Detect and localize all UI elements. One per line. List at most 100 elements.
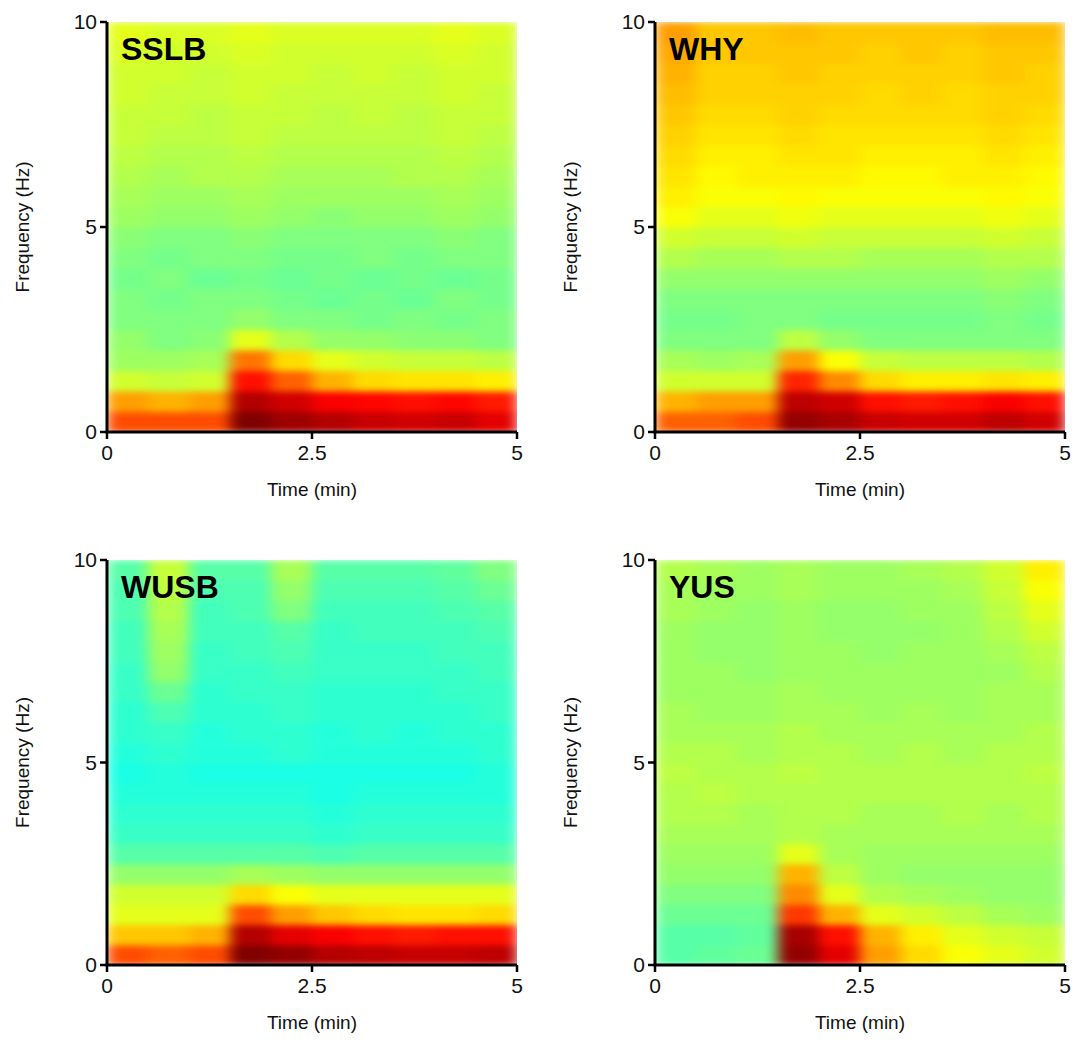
heatmap-cell xyxy=(230,268,272,289)
heatmap-cell xyxy=(901,412,943,433)
heatmap-cell xyxy=(1024,803,1065,824)
heatmap-cell xyxy=(1024,268,1065,289)
heatmap-cell xyxy=(778,904,820,925)
heatmap-cell xyxy=(353,702,395,723)
heatmap-cell xyxy=(148,145,190,166)
heatmap-cell xyxy=(394,904,436,925)
y-tick-label: 10 xyxy=(622,10,645,33)
heatmap-cell xyxy=(901,580,943,601)
heatmap-cell xyxy=(230,641,272,662)
heatmap-cell xyxy=(476,166,517,187)
heatmap-cell xyxy=(942,350,984,371)
heatmap-cell xyxy=(655,783,697,804)
heatmap-cell xyxy=(942,702,984,723)
heatmap-cell xyxy=(148,763,190,784)
heatmap-cell xyxy=(860,248,902,269)
heatmap-cell xyxy=(353,601,395,622)
heatmap-cell xyxy=(1024,783,1065,804)
heatmap-cell xyxy=(737,350,779,371)
heatmap-cell xyxy=(394,207,436,228)
heatmap-cell xyxy=(230,621,272,642)
heatmap-cell xyxy=(435,248,477,269)
heatmap-cell xyxy=(942,661,984,682)
x-tick-label: 5 xyxy=(1059,974,1071,997)
heatmap-cell xyxy=(737,844,779,865)
heatmap-cell xyxy=(353,166,395,187)
panel-title: YUS xyxy=(669,569,735,605)
heatmap-cell xyxy=(271,43,313,64)
heatmap-cell xyxy=(778,43,820,64)
heatmap-cell xyxy=(394,823,436,844)
heatmap-cell xyxy=(983,186,1025,207)
heatmap-cell xyxy=(942,864,984,885)
heatmap-cell xyxy=(860,350,902,371)
heatmap-cell xyxy=(778,350,820,371)
heatmap-cell xyxy=(476,945,517,965)
heatmap-cell xyxy=(819,391,861,412)
heatmap-cell xyxy=(394,84,436,105)
y-tick xyxy=(648,21,655,24)
y-tick xyxy=(648,964,655,967)
x-tick-label: 2.5 xyxy=(845,974,874,997)
heatmap-cell xyxy=(901,925,943,946)
heatmap-cell xyxy=(901,823,943,844)
heatmap-cell xyxy=(476,884,517,905)
heatmap-cell xyxy=(394,391,436,412)
heatmap-cell xyxy=(778,309,820,330)
heatmap-cell xyxy=(230,904,272,925)
heatmap-cell xyxy=(435,763,477,784)
heatmap-cell xyxy=(737,560,779,581)
heatmap-cell xyxy=(1024,289,1065,310)
heatmap-cell xyxy=(696,844,738,865)
heatmap-cell xyxy=(312,763,354,784)
heatmap-cell xyxy=(353,268,395,289)
y-tick xyxy=(648,431,655,434)
heatmap-cell xyxy=(353,350,395,371)
heatmap-cell xyxy=(476,309,517,330)
heatmap-cell xyxy=(189,783,231,804)
heatmap-cell xyxy=(737,84,779,105)
heatmap-cell xyxy=(778,560,820,581)
heatmap-cell xyxy=(778,844,820,865)
heatmap-cell xyxy=(737,925,779,946)
heatmap-cell xyxy=(353,722,395,743)
heatmap-cell xyxy=(148,925,190,946)
heatmap-cell xyxy=(148,412,190,433)
heatmap-cell xyxy=(901,63,943,84)
x-tick-label: 2.5 xyxy=(297,441,326,464)
heatmap-cell xyxy=(230,844,272,865)
heatmap-cell xyxy=(148,783,190,804)
heatmap-cell xyxy=(271,803,313,824)
heatmap-cell xyxy=(230,330,272,351)
x-tick-label: 2.5 xyxy=(845,441,874,464)
heatmap-cell xyxy=(230,412,272,433)
heatmap-cell xyxy=(942,412,984,433)
x-tick-label: 5 xyxy=(511,974,523,997)
y-tick-label: 0 xyxy=(633,953,645,976)
heatmap-cell xyxy=(271,227,313,248)
heatmap-cell xyxy=(107,104,149,125)
heatmap-cell xyxy=(819,803,861,824)
heatmap-cell xyxy=(435,166,477,187)
heatmap-cell xyxy=(353,682,395,703)
heatmap-cell xyxy=(901,22,943,43)
heatmap-cell xyxy=(271,844,313,865)
heatmap-cell xyxy=(737,412,779,433)
heatmap-cell xyxy=(819,945,861,965)
heatmap-cell xyxy=(696,330,738,351)
heatmap-cell xyxy=(230,43,272,64)
heatmap-cell xyxy=(312,783,354,804)
heatmap-cell xyxy=(819,145,861,166)
heatmap-cell xyxy=(312,391,354,412)
heatmap-cell xyxy=(819,661,861,682)
heatmap-cell xyxy=(655,84,697,105)
heatmap-cell xyxy=(189,763,231,784)
heatmap-cell xyxy=(778,803,820,824)
heatmap-cell xyxy=(778,601,820,622)
heatmap-cell xyxy=(230,371,272,392)
heatmap-cell xyxy=(271,391,313,412)
heatmap-cell xyxy=(148,661,190,682)
heatmap-cell xyxy=(942,803,984,824)
y-tick-label: 5 xyxy=(85,751,97,774)
heatmap-cell xyxy=(435,560,477,581)
